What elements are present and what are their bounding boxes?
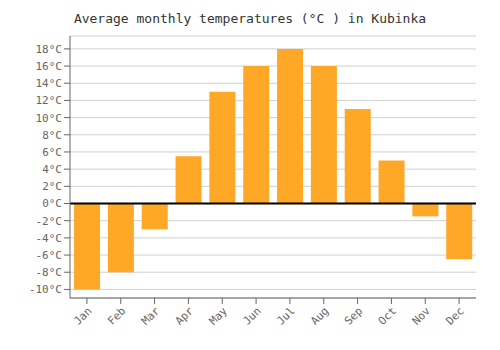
svg-text:Apr: Apr xyxy=(173,304,197,328)
svg-text:Jun: Jun xyxy=(240,304,263,327)
svg-text:Nov: Nov xyxy=(410,304,434,328)
svg-text:-6°C: -6°C xyxy=(36,249,63,262)
svg-text:Feb: Feb xyxy=(105,304,128,327)
svg-text:Sep: Sep xyxy=(342,304,365,327)
svg-text:14°C: 14°C xyxy=(36,77,63,90)
svg-text:10°C: 10°C xyxy=(36,112,63,125)
svg-text:Oct: Oct xyxy=(376,304,399,327)
svg-text:-2°C: -2°C xyxy=(36,215,63,228)
svg-text:-8°C: -8°C xyxy=(36,266,63,279)
svg-text:0°C: 0°C xyxy=(42,197,62,210)
svg-text:16°C: 16°C xyxy=(36,60,63,73)
svg-text:4°C: 4°C xyxy=(42,163,62,176)
svg-text:6°C: 6°C xyxy=(42,146,62,159)
svg-text:-4°C: -4°C xyxy=(36,232,63,245)
html-text:Average monthly temperatures (: Average monthly temperatures (°C ) in Ku… xyxy=(73,11,427,26)
svg-text:Mar: Mar xyxy=(139,304,163,328)
svg-text:Aug: Aug xyxy=(308,304,331,327)
svg-text:2°C: 2°C xyxy=(42,180,62,193)
svg-text:Jul: Jul xyxy=(274,304,297,327)
svg-text:May: May xyxy=(207,304,231,328)
svg-text:Dec: Dec xyxy=(443,304,466,327)
svg-text:12°C: 12°C xyxy=(36,94,63,107)
svg-text:-10°C: -10°C xyxy=(29,283,62,296)
svg-text:18°C: 18°C xyxy=(36,43,63,56)
svg-text:Jan: Jan xyxy=(71,304,94,327)
svg-text:8°C: 8°C xyxy=(42,129,62,142)
